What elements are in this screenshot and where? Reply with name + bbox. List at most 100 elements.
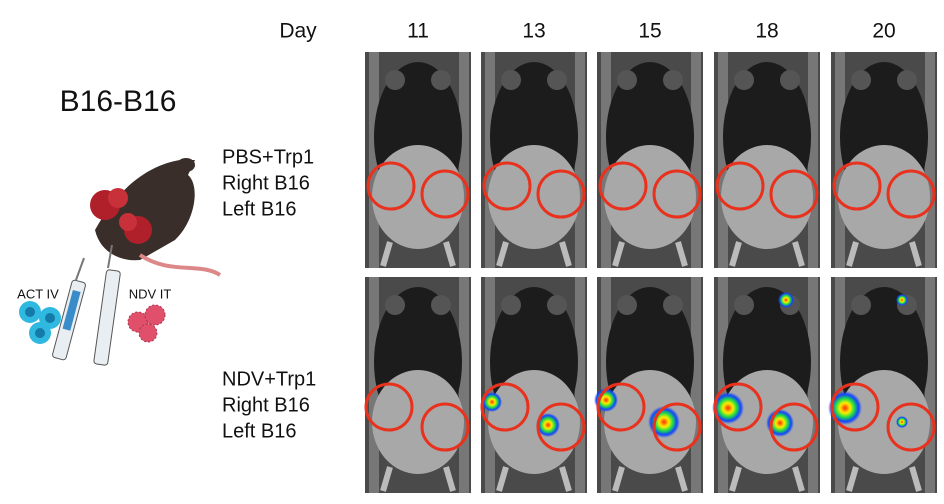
mouse-legs xyxy=(380,241,456,267)
mouse-ear xyxy=(431,295,451,315)
mouse-ear xyxy=(501,70,521,90)
day-number: 20 xyxy=(872,20,895,43)
tumor-circle xyxy=(832,161,882,211)
row-label: Left B16 xyxy=(222,420,297,442)
mouse-ear xyxy=(734,295,754,315)
mouse-panel xyxy=(597,52,703,268)
panel-edge xyxy=(575,52,585,268)
mouse-ear xyxy=(431,70,451,90)
act-label: ACT IV xyxy=(17,286,59,301)
panel-edge xyxy=(575,277,585,493)
mouse-belly xyxy=(838,370,930,474)
row-label: Right B16 xyxy=(222,172,310,194)
mouse-panel xyxy=(481,52,587,268)
mouse-ear xyxy=(547,70,567,90)
tumor-circle xyxy=(482,161,532,211)
tumor-circle xyxy=(596,382,646,432)
panel-edge xyxy=(459,277,469,493)
mouse-ear xyxy=(897,70,917,90)
tumor-circle xyxy=(536,402,586,452)
mouse-legs xyxy=(612,241,688,267)
tumor-circle xyxy=(652,402,702,452)
luminescence xyxy=(594,388,618,412)
tumor-circle xyxy=(713,382,763,432)
panel-edge xyxy=(925,52,935,268)
tumor-circle xyxy=(830,382,880,432)
mouse-legs xyxy=(729,241,805,267)
mouse-legs xyxy=(496,466,572,492)
panel-edge xyxy=(601,52,611,268)
mouse-ear xyxy=(617,70,637,90)
mouse-ear xyxy=(501,295,521,315)
mouse-legs xyxy=(612,466,688,492)
luminescence xyxy=(482,392,502,412)
luminescence xyxy=(778,292,794,308)
panel-edge xyxy=(808,277,818,493)
mouse-panel xyxy=(712,277,820,493)
luminescence xyxy=(828,391,862,425)
panel-edge xyxy=(691,277,701,493)
panel-edge xyxy=(808,52,818,268)
mouse-ear xyxy=(663,295,683,315)
mouse-belly xyxy=(372,370,464,474)
panel-edge xyxy=(718,277,728,493)
mouse-ear xyxy=(617,295,637,315)
mouse-panel xyxy=(594,277,703,493)
tumor-circle xyxy=(536,169,586,219)
mouse-legs xyxy=(846,466,922,492)
mouse-ear xyxy=(851,70,871,90)
mouse-panel xyxy=(828,277,937,493)
panel-edge xyxy=(718,52,728,268)
tumor-circle xyxy=(420,402,470,452)
mouse-ear xyxy=(547,295,567,315)
mouse-belly xyxy=(838,145,930,249)
row-label: PBS+Trp1 xyxy=(222,146,314,168)
panel-edge xyxy=(691,52,701,268)
mouse-ear xyxy=(385,70,405,90)
panel-edge xyxy=(925,277,935,493)
tumor-circle xyxy=(886,169,936,219)
model-title: B16-B16 xyxy=(60,85,177,118)
mouse-panel xyxy=(480,277,587,493)
tumor-circle xyxy=(420,169,470,219)
mouse-ear xyxy=(780,70,800,90)
tumor-circle xyxy=(366,161,416,211)
mouse-ear xyxy=(385,295,405,315)
day-number: 15 xyxy=(638,20,661,43)
tumor-circle xyxy=(715,161,765,211)
tumor-circle xyxy=(364,382,414,432)
panel-edge xyxy=(369,52,379,268)
tumor-circle xyxy=(480,382,530,432)
mouse-legs xyxy=(380,466,456,492)
row-label: Left B16 xyxy=(222,198,297,220)
mouse-ear xyxy=(663,70,683,90)
panel-edge xyxy=(485,52,495,268)
mouse-belly xyxy=(372,145,464,249)
row-label: Right B16 xyxy=(222,394,310,416)
mouse-belly xyxy=(488,370,580,474)
tumor-circle xyxy=(598,161,648,211)
panel-edge xyxy=(485,277,495,493)
tumor-circle xyxy=(652,169,702,219)
mouse-belly xyxy=(721,145,813,249)
mouse-legs xyxy=(846,241,922,267)
panel-edge xyxy=(835,277,845,493)
mouse-panel xyxy=(364,277,471,493)
luminescence xyxy=(896,416,908,428)
tumor-circle xyxy=(769,402,819,452)
mouse-panel xyxy=(831,52,937,268)
row-label: NDV+Trp1 xyxy=(222,368,316,390)
day-number: 13 xyxy=(522,20,545,43)
mouse-belly xyxy=(488,145,580,249)
luminescence xyxy=(896,294,908,306)
mouse-illustration xyxy=(19,158,222,366)
panel-edge xyxy=(459,52,469,268)
ndv-label: NDV IT xyxy=(129,286,172,301)
panel-edge xyxy=(369,277,379,493)
day-number: 11 xyxy=(407,20,429,43)
day-label: Day xyxy=(279,20,317,43)
day-number: 18 xyxy=(755,20,778,43)
panel-edge xyxy=(601,277,611,493)
panel-edge xyxy=(835,52,845,268)
